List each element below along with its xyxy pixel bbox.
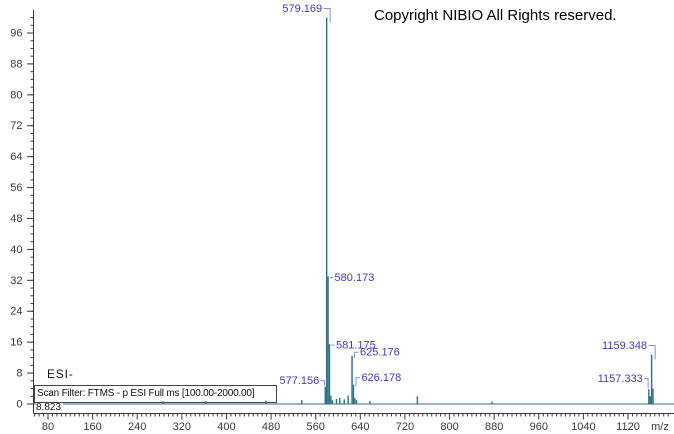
y-tick-label: 48 [10,213,22,225]
ionization-mode-label: ESI- [47,367,74,381]
y-tick-label: 16 [10,337,22,349]
y-tick-label: 32 [10,275,22,287]
x-tick-label: 400 [217,421,235,433]
peak-label-connector [323,8,331,23]
peak-label: 581.175 [336,340,376,352]
x-tick-label: 720 [396,421,414,433]
copyright-text: Copyright NIBIO All Rights reserved. [374,7,617,24]
y-tick-label: 72 [10,120,22,132]
x-tick-label: 80 [42,421,54,433]
peak-label: 1159.348 [602,340,647,352]
x-tick-label: 160 [83,421,101,433]
scan-filter-box: Scan Filter: FTMS - p ESI Full ms [100.0… [34,385,277,403]
retention-time-label: 8.823 [36,402,64,413]
peak-label: 579.169 [282,3,322,15]
y-tick-label: 24 [10,306,22,318]
peak-label: 626.178 [361,372,401,384]
x-tick-label: 560 [307,421,325,433]
y-tick-label: 96 [10,27,22,39]
peak-label: 580.173 [335,272,375,284]
x-tick-label: 880 [485,421,503,433]
y-tick-label: 56 [10,182,22,194]
y-tick-label: 0 [16,399,22,411]
y-tick-label: 8 [16,368,22,380]
peak-label-connector [320,380,326,386]
peak-label: 577.156 [279,375,319,387]
peak-label-connector [354,351,359,358]
x-tick-label: 320 [173,421,191,433]
y-tick-label: 88 [10,58,22,70]
x-tick-label: 800 [440,421,458,433]
x-tick-label: 640 [351,421,369,433]
peak-label: 1157.333 [598,373,643,385]
peak-label-connector [648,345,656,360]
y-tick-label: 64 [10,151,22,163]
x-tick-label: 240 [128,421,146,433]
x-tick-label: 1120 [616,421,640,433]
x-tick-label: 1040 [571,421,595,433]
scan-filter-text: Scan Filter: FTMS - p ESI Full ms [100.0… [37,388,255,399]
peak-label: 625.176 [360,347,400,359]
peak-label-connector [355,377,360,387]
peak-label-connector [644,377,649,389]
y-tick-label: 80 [10,89,22,101]
y-tick-label: 40 [10,244,22,256]
x-tick-label: 960 [530,421,548,433]
x-axis-unit-label: m/z [651,421,669,433]
x-tick-label: 480 [262,421,280,433]
